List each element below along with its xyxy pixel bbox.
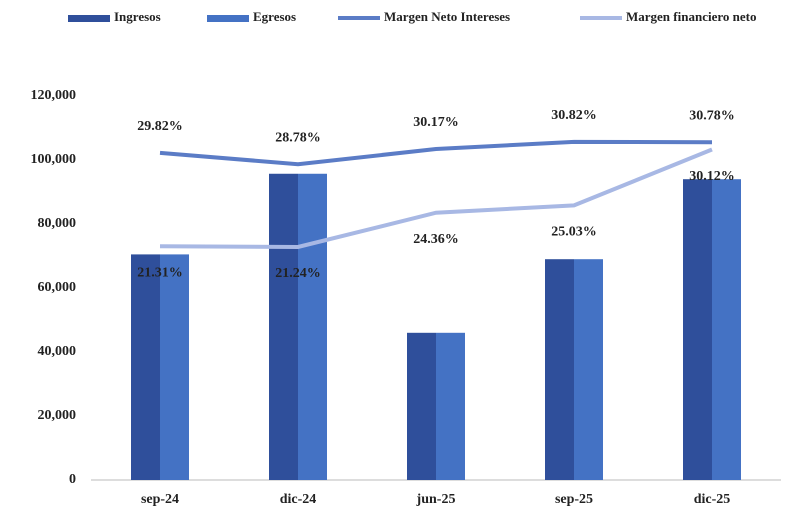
data-label: 21.31% (137, 265, 183, 280)
bar (574, 259, 603, 480)
data-label: 21.24% (275, 266, 321, 281)
data-label: 24.36% (413, 232, 459, 247)
bar (131, 254, 160, 480)
data-label: 29.82% (137, 119, 183, 134)
y-tick-label: 0 (69, 472, 76, 487)
bar (545, 259, 574, 480)
bar (298, 173, 327, 480)
x-tick-label: dic-25 (694, 492, 731, 507)
line (159, 147, 713, 249)
data-label: 30.78% (689, 109, 735, 124)
x-tick-label: jun-25 (416, 492, 456, 507)
x-tick-label: sep-24 (141, 492, 179, 507)
y-tick-label: 20,000 (38, 408, 77, 423)
data-label: 28.78% (275, 130, 321, 145)
bar (683, 179, 712, 480)
y-tick-label: 60,000 (38, 280, 77, 295)
bar (712, 179, 741, 480)
legend-label: Margen Neto Intereses (384, 9, 510, 24)
bar (269, 173, 298, 480)
legend-label: Margen financiero neto (626, 9, 756, 24)
data-label: 25.03% (551, 225, 597, 240)
data-label: 30.82% (551, 108, 597, 123)
legend-swatch (68, 15, 110, 22)
data-label: 30.12% (689, 169, 735, 184)
y-tick-label: 100,000 (31, 152, 77, 167)
legend-label: Ingresos (114, 9, 161, 24)
legend-swatch (207, 15, 249, 22)
bar (160, 254, 189, 480)
legend-label: Egresos (253, 9, 296, 24)
line (159, 139, 713, 167)
data-label: 30.17% (413, 115, 459, 130)
x-tick-label: dic-24 (280, 492, 317, 507)
y-tick-label: 40,000 (38, 344, 77, 359)
y-tick-label: 80,000 (38, 216, 77, 231)
y-tick-label: 120,000 (31, 88, 77, 103)
bar (407, 332, 436, 480)
bar (436, 332, 465, 480)
x-tick-label: sep-25 (555, 492, 593, 507)
